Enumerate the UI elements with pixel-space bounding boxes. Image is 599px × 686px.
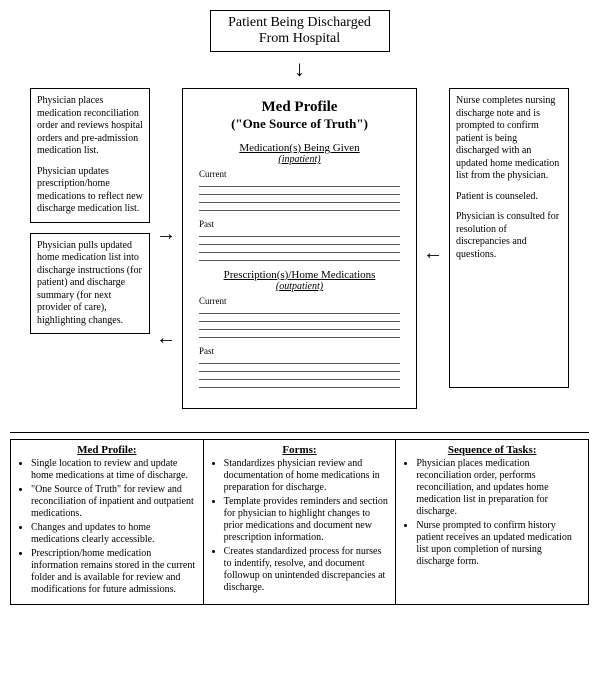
arrow-left-to-center: → bbox=[156, 223, 176, 246]
list-item: Prescription/home medication information… bbox=[31, 548, 197, 596]
top-line1: Patient Being Discharged bbox=[217, 15, 383, 31]
sec1-past: Past bbox=[199, 219, 400, 261]
arrow-right-to-center: ← bbox=[423, 242, 443, 265]
col2-list: Standardizes physician review and docume… bbox=[210, 458, 390, 594]
sec2-current: Current bbox=[199, 296, 400, 338]
list-item: "One Source of Truth" for review and rec… bbox=[31, 484, 197, 520]
right-box: Nurse completes nursing discharge note a… bbox=[449, 88, 569, 388]
list-item: Template provides reminders and section … bbox=[224, 496, 390, 544]
arrow-center-to-left: ← bbox=[156, 327, 176, 350]
top-line2: From Hospital bbox=[217, 31, 383, 47]
list-item: Physician places medication reconciliati… bbox=[416, 458, 582, 518]
mid-row: Physician places medication reconciliati… bbox=[10, 88, 589, 418]
left1-p2: Physician updates prescription/home medi… bbox=[37, 166, 143, 216]
sec1-past-label: Past bbox=[199, 219, 400, 229]
sec1-current-label: Current bbox=[199, 169, 400, 179]
list-item: Changes and updates to home medications … bbox=[31, 522, 197, 546]
center-title: Med Profile bbox=[193, 99, 406, 116]
left-box-1: Physician places medication reconciliati… bbox=[30, 88, 150, 223]
med-profile-panel: Med Profile ("One Source of Truth") Medi… bbox=[182, 88, 417, 409]
right-p3: Physician is consulted for resolution of… bbox=[456, 211, 562, 261]
sec1-title: Medication(s) Being Given bbox=[193, 142, 406, 154]
bottom-row: Med Profile: Single location to review a… bbox=[10, 439, 589, 605]
top-box: Patient Being Discharged From Hospital bbox=[210, 10, 390, 52]
col3-head: Sequence of Tasks: bbox=[402, 444, 582, 456]
col3-list: Physician places medication reconciliati… bbox=[402, 458, 582, 568]
sec2-past-label: Past bbox=[199, 346, 400, 356]
list-item: Creates standardized process for nurses … bbox=[224, 546, 390, 594]
left-box-2: Physician pulls updated home medication … bbox=[30, 233, 150, 335]
center-subtitle: ("One Source of Truth") bbox=[193, 116, 406, 132]
left-column: Physician places medication reconciliati… bbox=[30, 88, 150, 334]
arrow-top-down: ↓ bbox=[10, 58, 589, 80]
left1-p1: Physician places medication reconciliati… bbox=[37, 95, 143, 158]
right-column: Nurse completes nursing discharge note a… bbox=[449, 88, 569, 388]
sec2-title: Prescription(s)/Home Medications bbox=[193, 269, 406, 281]
right-p1: Nurse completes nursing discharge note a… bbox=[456, 95, 562, 183]
bottom-col-3: Sequence of Tasks: Physician places medi… bbox=[395, 440, 588, 604]
col1-list: Single location to review and update hom… bbox=[17, 458, 197, 596]
sec2-past: Past bbox=[199, 346, 400, 388]
right-arrow-cell: ← bbox=[421, 88, 445, 418]
list-item: Nurse prompted to confirm history patien… bbox=[416, 520, 582, 568]
right-p2: Patient is counseled. bbox=[456, 191, 562, 204]
sec1-sub: (inpatient) bbox=[193, 154, 406, 165]
separator bbox=[10, 432, 589, 433]
sec1-current: Current bbox=[199, 169, 400, 211]
col1-head: Med Profile: bbox=[17, 444, 197, 456]
left2-p: Physician pulls updated home medication … bbox=[37, 240, 143, 328]
sec2-sub: (outpatient) bbox=[193, 281, 406, 292]
left-arrows: → ← bbox=[154, 88, 178, 418]
list-item: Standardizes physician review and docume… bbox=[224, 458, 390, 494]
bottom-col-2: Forms: Standardizes physician review and… bbox=[203, 440, 396, 604]
sec2-current-label: Current bbox=[199, 296, 400, 306]
col2-head: Forms: bbox=[210, 444, 390, 456]
bottom-col-1: Med Profile: Single location to review a… bbox=[11, 440, 203, 604]
list-item: Single location to review and update hom… bbox=[31, 458, 197, 482]
